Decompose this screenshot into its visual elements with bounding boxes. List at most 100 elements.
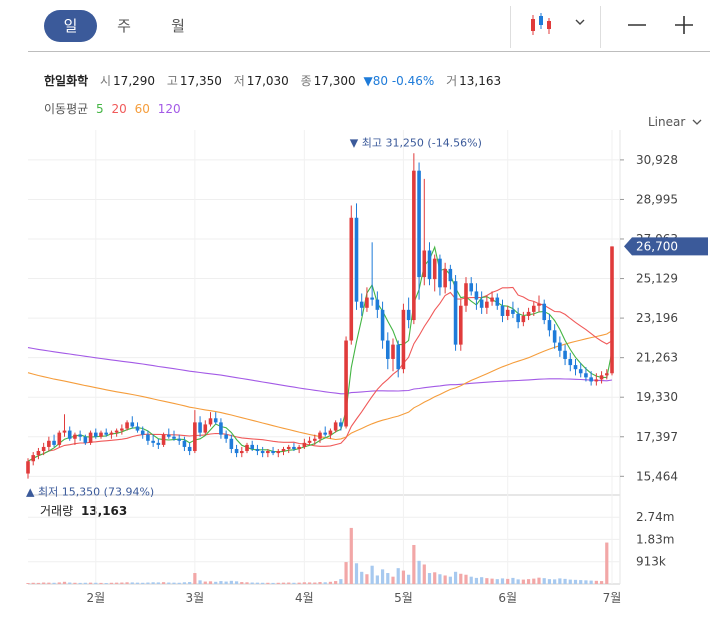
minus-icon[interactable] [626, 14, 648, 36]
volume-bar [589, 580, 593, 584]
candle-body [370, 297, 374, 300]
volume-bar [229, 580, 233, 584]
plus-icon[interactable] [673, 14, 695, 36]
volume-bar [427, 573, 432, 584]
candle-body [380, 309, 385, 341]
volume-bar [146, 582, 150, 584]
candle-body [135, 426, 140, 431]
candle-body [526, 311, 531, 316]
volume-bar [417, 560, 421, 584]
candle-body [464, 283, 468, 306]
candle-body [443, 268, 447, 288]
candle-body [245, 444, 249, 452]
volume-bar [532, 578, 536, 584]
volume-bar [334, 581, 338, 584]
volume-bar [448, 576, 452, 584]
tab-monthly[interactable]: 월 [171, 17, 185, 35]
stock-name: 한일화학 [44, 74, 89, 88]
volume-bar [594, 580, 598, 584]
candle-body [490, 297, 494, 302]
tab-daily[interactable]: 일 [44, 10, 97, 42]
chevron-down-icon[interactable] [572, 14, 588, 30]
candle-body [323, 432, 328, 435]
volume-bar [526, 579, 531, 584]
volume-bar [234, 581, 239, 584]
candle-body [568, 358, 573, 366]
volume-bar [135, 582, 140, 584]
low-value: 17,030 [246, 74, 289, 88]
volume-bar [401, 570, 406, 584]
volume-bar [380, 569, 385, 584]
volume-bar [68, 582, 72, 584]
volume-bar [193, 573, 197, 584]
candle-body [260, 451, 265, 454]
volume-bar [156, 582, 160, 584]
candle-body [93, 432, 98, 437]
candle-body [406, 309, 411, 321]
volume-bar [26, 583, 30, 584]
y-tick-label: 19,330 [636, 390, 678, 404]
candle-body [125, 422, 129, 429]
candle-body [396, 344, 401, 370]
volume-bar [375, 575, 379, 584]
candle-body [193, 422, 197, 452]
volume-bar [125, 582, 129, 584]
candle-body [109, 432, 114, 435]
volume-bar [370, 565, 374, 584]
x-tick-label: 3월 [186, 591, 205, 605]
volume-bar [109, 582, 114, 584]
candle-body [558, 342, 562, 351]
tab-weekly[interactable]: 주 [117, 17, 131, 35]
volume-bar [365, 574, 369, 584]
candle-body [610, 246, 614, 374]
candle-body [438, 258, 442, 288]
volume-bar [547, 579, 552, 584]
last-price-badge [624, 237, 708, 256]
volume-bar [579, 580, 583, 584]
candle-body [255, 448, 260, 452]
volume-bar [328, 581, 333, 584]
low-label: 저 [233, 74, 245, 88]
ma-label: 이동평균 [44, 102, 89, 116]
candle-body [213, 418, 218, 423]
candle-body [412, 170, 416, 321]
volume-tick-label: 913k [636, 555, 666, 569]
candle-body [542, 303, 547, 321]
volume-bar [422, 564, 426, 584]
candle-body [166, 434, 171, 437]
volume-bar [506, 578, 510, 584]
volume-bar [203, 581, 207, 584]
candle-body [458, 305, 463, 345]
candlestick-icon[interactable] [526, 12, 556, 38]
volume-bar [83, 582, 87, 584]
candle-body [354, 217, 359, 302]
candle-body [589, 377, 593, 382]
volume-bar [537, 577, 541, 584]
candle-body [578, 369, 583, 374]
volume-value: 13,163 [459, 74, 502, 88]
candle-body [427, 250, 432, 280]
candle-body [344, 340, 348, 427]
candle-body [104, 432, 109, 435]
candle-body [537, 303, 541, 306]
volume-bar [36, 582, 41, 584]
candle-body [88, 432, 93, 443]
high-label: 고 [166, 74, 178, 88]
ma60-line [27, 330, 613, 441]
volume-bar [349, 527, 353, 584]
x-tick-label: 2월 [86, 591, 105, 605]
candle-body [146, 434, 150, 441]
candle-body [328, 430, 333, 435]
y-tick-label: 25,129 [636, 272, 678, 286]
scale-mode-dropdown[interactable]: Linear [648, 114, 702, 129]
volume-bar [245, 582, 249, 584]
volume-label: 거 [446, 74, 458, 88]
candle-body [521, 315, 526, 323]
x-tick-label: 7월 [603, 591, 622, 605]
volume-bar [208, 581, 213, 584]
candle-body [375, 299, 380, 310]
candle-body [547, 320, 552, 331]
volume-bar [318, 582, 322, 584]
scale-mode-label: Linear [648, 115, 686, 129]
